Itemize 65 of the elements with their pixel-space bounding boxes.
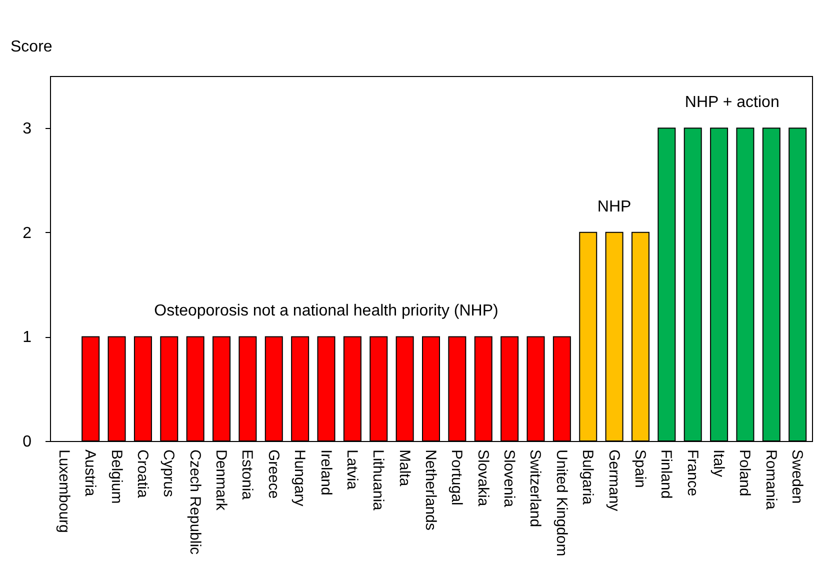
x-tick-label: Latvia [343,450,360,490]
x-tick-label: Ireland [317,450,334,496]
x-tick-label: Portugal [448,450,466,506]
annotation: Osteoporosis not a national health priority (NHP) [154,302,498,320]
bar [186,336,204,442]
bar [474,336,492,442]
bar [736,128,754,442]
bar [762,128,780,442]
x-tick-label: Sweden [788,450,806,504]
bar [264,336,283,442]
x-tick-label: Spain [631,450,648,488]
x-tick-label: Hungary [291,450,308,507]
x-tick-label: Netherlands [422,450,439,530]
bar [343,336,362,442]
bar [788,128,807,442]
bar [160,336,178,442]
x-tick-label: Italy [710,450,728,478]
x-tick-label: Slovenia [500,450,518,508]
x-tick-label: Germany [605,450,622,512]
x-tick-label: Croatia [134,450,151,499]
bar [710,128,728,442]
bar [422,336,440,442]
bar [317,336,336,442]
x-tick-label: Greece [264,450,282,499]
bar [82,336,100,442]
x-tick-label: Cyprus [160,450,178,498]
x-tick-label: Bulgaria [579,450,596,506]
annotation: NHP [597,198,632,216]
x-tick-label: Denmark [212,450,230,511]
bar [552,336,571,442]
bar [658,128,676,442]
x-tick-label: France [684,450,701,496]
bar [291,336,310,442]
bar [579,232,598,442]
bar [370,336,388,442]
y-tick-label: 3 [22,120,32,138]
bar [396,336,414,442]
annotation: NHP + action [684,94,780,112]
bar [108,336,126,442]
bar [212,336,231,442]
x-tick-label: Malta [396,450,413,487]
x-tick-label: Belgium [108,450,125,504]
x-tick-label: Slovakia [474,450,492,507]
x-tick-label: Poland [736,450,754,496]
x-tick-label: Luxembourg [55,450,72,533]
bar [526,336,545,442]
bar [134,336,152,442]
y-axis-title: Score [10,38,52,56]
y-tick-label: 2 [22,224,32,242]
bar [500,336,519,442]
bar [684,128,702,442]
x-tick-label: Lithuania [370,450,387,512]
y-tick-label: 0 [22,434,32,450]
bar [631,232,650,442]
y-tick-label: 1 [22,329,32,346]
bar [238,336,257,442]
bar [448,336,466,442]
x-tick-label: United Kingdom [552,450,570,556]
x-tick-label: Austria [82,450,99,497]
bar [605,232,624,442]
x-tick-label: Switzerland [526,450,544,528]
x-tick-label: Finland [658,450,675,499]
x-tick-label: Czech Republic [186,450,204,556]
x-tick-label: Romania [762,450,780,510]
x-tick-label: Estonia [238,450,256,500]
